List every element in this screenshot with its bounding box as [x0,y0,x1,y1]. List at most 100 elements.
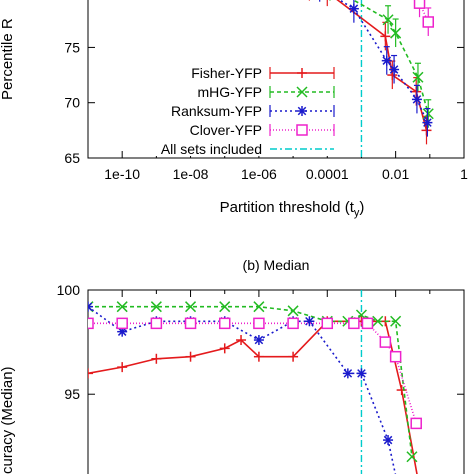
x-tick-label: 0.0001 [306,166,349,182]
data-point-ranksum-d2 [254,335,264,345]
y-tick-label: 75 [64,39,80,55]
data-point-ranksum-yfp [389,64,400,75]
data-point-mhg [219,301,231,313]
series-line-clover [88,322,417,424]
data-point-ranksum [253,335,264,346]
y-tick-label: 95 [64,386,80,402]
data-point-fisher-yfp [380,31,391,42]
data-point-clover [321,317,334,330]
data-point-ranksum-yfp-d2 [349,4,359,13]
legend-marker-mhg-yfp-d2 [296,86,308,98]
data-point-clover-box [88,317,94,330]
panel-a-ylabel: Percentile R [0,18,16,100]
data-point-mhg-yfp-d2 [382,14,394,26]
data-point-clover-box [321,317,334,330]
series-clover-yfp [413,0,435,36]
x-tick-label: 1e-10 [104,166,140,182]
data-point-mhg [185,301,197,313]
data-point-fisher [88,368,93,379]
data-point-clover [253,317,265,330]
data-point-ranksum-d2 [117,327,127,336]
data-point-clover-box [287,317,299,330]
data-point-mhg-yfp-d2 [412,71,424,83]
legend-label-ranksum-yfp: Ranksum-YFP [171,103,262,119]
data-point-clover [218,317,231,330]
data-point-mhg-d2 [185,301,197,313]
panel-a-xlabel-sub: y [354,207,360,219]
data-point-mhg-d2 [406,451,418,463]
series-line-clover-yfp [414,0,429,23]
x-tick-label: 1e-08 [173,166,209,182]
panel-a-xlabel-main: Partition threshold (t [220,199,355,216]
data-point-clover [389,350,402,363]
series-line-ranksum [88,306,397,474]
data-point-ranksum-d2 [357,369,366,378]
x-tick-label: 0.01 [382,166,409,182]
y-tick-label: 100 [57,282,81,298]
data-point-mhg [150,301,162,313]
data-point-mhg-d2 [372,315,384,327]
data-point-fisher [396,385,407,396]
data-point-clover-yfp-box [413,0,426,9]
data-point-mhg [116,301,128,313]
data-point-ranksum-yfp [348,3,359,14]
data-point-ranksum-yfp-d2 [412,95,422,104]
panel-b: (b) Median curacy (Median) 95 100 [0,257,465,474]
plot-frame [87,0,465,159]
data-point-clover-box [361,317,374,330]
series-clover [88,317,422,430]
data-point-clover-box [116,317,128,330]
data-point-clover-box [379,336,392,348]
data-point-fisher [288,351,299,362]
data-point-clover [379,336,392,348]
legend-label-fisher-yfp: Fisher-YFP [191,65,262,81]
data-point-ranksum [383,435,394,446]
data-point-clover-box [253,317,265,330]
panel-b-plot-area [88,290,422,474]
data-point-clover [361,317,374,330]
data-point-clover-box [389,350,402,363]
data-point-ranksum-d2 [383,435,393,445]
data-point-clover-yfp [422,16,435,28]
legend-label-mhg-yfp: mHG-YFP [197,84,262,100]
data-point-clover-box [150,317,163,330]
data-point-mhg [253,301,265,313]
series-line-mhg [88,305,413,457]
data-point-fisher [253,351,264,362]
data-point-clover-yfp-box [422,16,435,28]
legend-marker-mhg-yfp [296,86,308,98]
data-point-fisher [219,343,230,354]
legend-label-clover-yfp: Clover-YFP [190,122,262,138]
data-point-ranksum-d1 [88,305,93,311]
legend-marker-clover-yfp-box [296,124,308,136]
series-line-mhg-yfp [351,0,430,114]
data-point-fisher [236,335,247,346]
legend-marker-ranksum-yfp-d2 [297,106,307,116]
data-point-ranksum-yfp-d2 [389,65,399,74]
legend-label-all-sets-included: All sets included [161,141,262,157]
data-point-mhg-d2 [287,305,299,317]
panel-a-axes: 65 70 75 1e-10 1e-08 1e-06 0.0001 0.01 1 [64,0,468,182]
data-point-clover [88,317,94,330]
data-point-ranksum-yfp [381,55,392,66]
data-point-ranksum-yfp-d2 [423,118,432,127]
data-point-ranksum-yfp [422,117,433,128]
data-point-ranksum [356,368,367,379]
data-point-mhg-yfp-d2 [390,27,402,39]
data-point-fisher [117,362,128,373]
panel-b-ylabel: curacy (Median) [0,366,16,474]
x-tick-label: 1e-06 [241,166,277,182]
data-point-clover-box [184,317,197,330]
data-point-fisher [151,353,162,364]
series-ranksum-yfp [319,0,433,137]
panel-a-xlabel: Partition threshold (ty) [220,199,365,219]
y-tick-label: 65 [64,150,80,166]
data-point-mhg [372,315,384,327]
data-point-clover [410,417,422,430]
data-point-mhg-d2 [253,301,265,313]
data-point-mhg [390,315,402,327]
data-point-fisher [185,351,196,362]
legend-marker-clover-yfp [296,124,308,136]
data-point-ranksum-yfp [411,94,422,105]
